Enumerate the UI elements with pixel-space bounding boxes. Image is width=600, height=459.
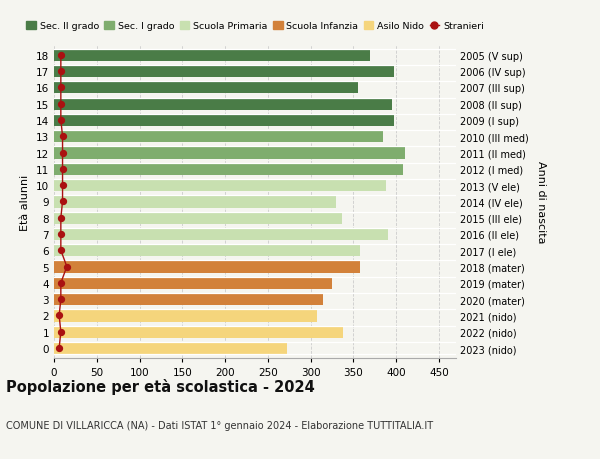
Y-axis label: Età alunni: Età alunni	[20, 174, 31, 230]
Legend: Sec. II grado, Sec. I grado, Scuola Primaria, Scuola Infanzia, Asilo Nido, Stran: Sec. II grado, Sec. I grado, Scuola Prim…	[23, 18, 487, 35]
Bar	[54, 82, 358, 94]
Text: COMUNE DI VILLARICCA (NA) - Dati ISTAT 1° gennaio 2024 - Elaborazione TUTTITALIA: COMUNE DI VILLARICCA (NA) - Dati ISTAT 1…	[6, 420, 433, 430]
Bar	[54, 342, 287, 354]
Point	[56, 231, 65, 238]
Point	[56, 101, 65, 108]
Point	[56, 214, 65, 222]
Bar	[54, 310, 317, 322]
Point	[56, 328, 65, 336]
Point	[56, 247, 65, 254]
Bar	[54, 245, 360, 257]
Bar	[54, 261, 360, 273]
Point	[56, 68, 65, 76]
Point	[55, 345, 64, 352]
Point	[58, 133, 67, 140]
Point	[56, 296, 65, 303]
Point	[56, 280, 65, 287]
Bar	[54, 229, 388, 241]
Point	[58, 150, 67, 157]
Point	[55, 312, 64, 319]
Point	[58, 198, 67, 206]
Bar	[54, 98, 392, 111]
Point	[58, 166, 67, 173]
Point	[58, 182, 67, 190]
Bar	[54, 277, 332, 289]
Point	[56, 52, 65, 59]
Point	[62, 263, 71, 271]
Bar	[54, 326, 343, 338]
Bar	[54, 293, 323, 306]
Bar	[54, 179, 386, 192]
Bar	[54, 50, 370, 62]
Bar	[54, 196, 336, 208]
Point	[56, 84, 65, 92]
Bar	[54, 115, 394, 127]
Bar	[54, 66, 394, 78]
Point	[56, 117, 65, 124]
Y-axis label: Anni di nascita: Anni di nascita	[536, 161, 545, 243]
Bar	[54, 147, 404, 159]
Bar	[54, 212, 342, 224]
Bar	[54, 163, 403, 175]
Text: Popolazione per età scolastica - 2024: Popolazione per età scolastica - 2024	[6, 379, 315, 395]
Bar	[54, 131, 383, 143]
